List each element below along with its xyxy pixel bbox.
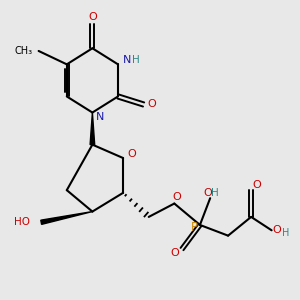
Text: N: N xyxy=(96,112,104,122)
Text: H: H xyxy=(212,188,219,198)
Text: O: O xyxy=(252,180,261,190)
Text: O: O xyxy=(203,188,212,198)
Text: CH₃: CH₃ xyxy=(14,46,32,56)
Text: O: O xyxy=(147,100,156,110)
Text: HO: HO xyxy=(14,217,30,227)
Text: O: O xyxy=(172,192,181,202)
Text: H: H xyxy=(282,228,290,238)
Text: O: O xyxy=(88,13,97,22)
Text: O: O xyxy=(128,149,136,159)
Polygon shape xyxy=(90,112,95,145)
Text: P: P xyxy=(191,221,198,234)
Text: N: N xyxy=(123,55,131,65)
Text: O: O xyxy=(170,248,179,258)
Polygon shape xyxy=(41,212,92,224)
Text: H: H xyxy=(131,55,139,65)
Text: O: O xyxy=(272,225,281,235)
